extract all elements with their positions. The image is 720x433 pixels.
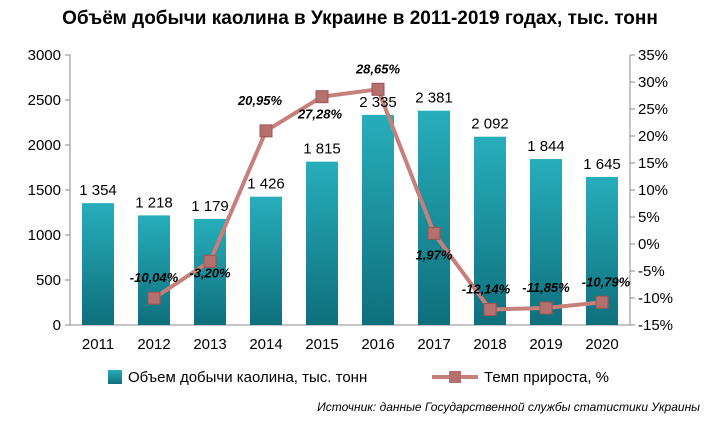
bar xyxy=(82,203,114,325)
growth-value-label: -3,20% xyxy=(189,265,231,280)
growth-marker xyxy=(483,303,497,317)
bar xyxy=(362,114,394,325)
x-tick-label: 2014 xyxy=(249,336,282,353)
x-tick-label: 2018 xyxy=(473,336,506,353)
chart-title: Объём добычи каолина в Украине в 2011-20… xyxy=(62,8,658,29)
legend-bar-label: Объем добычи каолина, тыс. тонн xyxy=(128,369,367,386)
combo-chart: 0 500 1000 1500 2000 2500 3000 -15% -10% -5% 0% 5% 1… xyxy=(28,47,673,386)
x-tick-label: 2019 xyxy=(529,336,562,353)
growth-value-label: 27,28% xyxy=(297,107,343,122)
right-tick-label: 30% xyxy=(638,74,668,91)
x-tick-label: 2015 xyxy=(305,336,338,353)
right-tick-label: 5% xyxy=(638,209,660,226)
growth-value-label: 1,97% xyxy=(416,247,453,262)
left-tick-label: 2500 xyxy=(28,92,61,109)
growth-marker xyxy=(147,291,161,305)
legend-line-label: Темп прироста, % xyxy=(484,369,609,386)
growth-marker xyxy=(315,90,329,104)
bar-value-label: 1 645 xyxy=(583,156,621,173)
bar-value-label: 1 815 xyxy=(303,141,341,158)
bar-value-label: 1 844 xyxy=(527,138,565,155)
bar xyxy=(306,161,338,325)
x-tick-label: 2016 xyxy=(361,336,394,353)
x-tick-label: 2011 xyxy=(82,336,114,353)
growth-value-label: -12,14% xyxy=(462,282,511,297)
legend-line-marker xyxy=(449,371,461,383)
growth-value-label: -10,04% xyxy=(130,270,179,285)
x-tick-label: 2012 xyxy=(137,336,170,353)
bar xyxy=(418,110,450,326)
bar xyxy=(138,215,170,325)
growth-value-label: -11,85% xyxy=(522,280,570,295)
right-tick-label: 0% xyxy=(638,236,660,253)
growth-marker xyxy=(371,82,385,96)
source-note: Источник: данные Государственной службы … xyxy=(317,400,700,414)
growth-value-label: -10,79% xyxy=(582,274,631,289)
bar xyxy=(250,196,282,325)
x-tick-label: 2013 xyxy=(193,336,226,353)
right-tick-label: 35% xyxy=(638,47,668,64)
left-tick-label: 1500 xyxy=(28,182,61,199)
growth-value-label: 20,95% xyxy=(237,93,283,108)
growth-marker xyxy=(595,295,609,309)
bar-value-label: 1 354 xyxy=(79,182,117,199)
growth-marker xyxy=(203,254,217,268)
left-tick-label: 0 xyxy=(53,317,61,334)
growth-marker xyxy=(427,226,441,240)
legend-bar-swatch xyxy=(108,370,122,384)
right-tick-label: 10% xyxy=(638,182,668,199)
right-tick-label: -5% xyxy=(638,263,665,280)
left-tick-label: 1000 xyxy=(28,227,61,244)
bar-value-label: 2 335 xyxy=(359,94,397,111)
growth-marker xyxy=(539,301,553,315)
right-tick-label: 20% xyxy=(638,128,668,145)
x-tick-label: 2020 xyxy=(585,336,618,353)
left-tick-label: 2000 xyxy=(28,137,61,154)
right-tick-label: 25% xyxy=(638,101,668,118)
bar xyxy=(530,159,562,325)
bar-value-label: 1 179 xyxy=(191,198,229,215)
bar-value-label: 2 092 xyxy=(471,116,509,133)
growth-value-label: 28,65% xyxy=(355,61,401,76)
right-tick-label: -15% xyxy=(638,317,673,334)
left-tick-label: 500 xyxy=(36,272,61,289)
right-tick-label: -10% xyxy=(638,290,673,307)
right-tick-label: 15% xyxy=(638,155,668,172)
x-tick-label: 2017 xyxy=(417,336,450,353)
left-tick-label: 3000 xyxy=(28,47,61,64)
bar-value-label: 1 426 xyxy=(247,176,285,193)
bar-value-label: 2 381 xyxy=(415,90,453,107)
bar-value-label: 1 218 xyxy=(135,194,173,211)
growth-marker xyxy=(259,124,273,138)
